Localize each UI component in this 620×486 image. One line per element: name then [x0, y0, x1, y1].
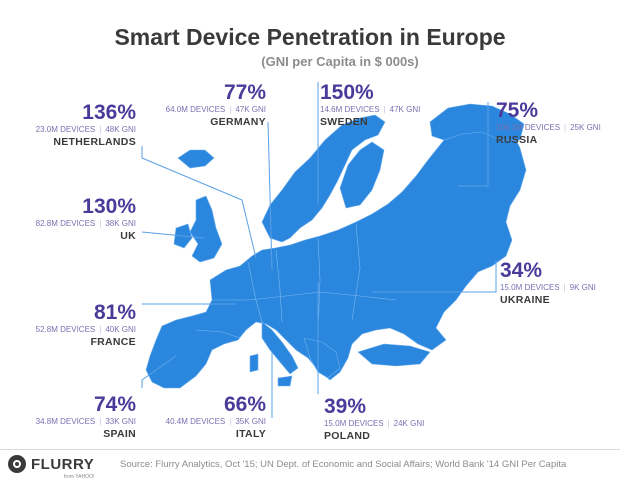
- name-sweden: SWEDEN: [320, 116, 368, 128]
- detail-sweden: 14.6M DEVICES | 47K GNI: [320, 106, 420, 114]
- detail-russia: 106.1M DEVICES | 25K GNI: [496, 124, 601, 132]
- name-poland: POLAND: [324, 430, 371, 442]
- gni-italy: 35K GNI: [235, 417, 266, 426]
- gni-poland: 24K GNI: [393, 419, 425, 428]
- detail-italy: 40.4M DEVICES | 35K GNI: [166, 418, 266, 426]
- detail-poland: 15.0M DEVICES | 24K GNI: [324, 420, 424, 428]
- map-region-north-russia: [429, 103, 525, 141]
- devices-germany: 64.0M DEVICES: [165, 105, 226, 114]
- map-region-sicily: [277, 375, 293, 387]
- pct-sweden: 150%: [320, 81, 374, 104]
- separator-russia: |: [564, 123, 567, 132]
- map-region-iceland: [177, 149, 215, 169]
- separator-sweden: |: [383, 105, 386, 114]
- label-sweden: 150% 14.6M DEVICES | 47K GNI SWEDEN: [320, 82, 420, 128]
- gni-germany: 47K GNI: [235, 105, 266, 114]
- flurry-logo-icon: [8, 455, 26, 473]
- label-italy: 66% 40.4M DEVICES | 35K GNI ITALY: [166, 394, 266, 440]
- flurry-logo: FLURRY: [8, 455, 94, 473]
- chart-subtitle: (GNI per Capita in $ 000s): [261, 54, 419, 69]
- separator-spain: |: [99, 417, 102, 426]
- devices-ukraine: 15.0M DEVICES: [500, 283, 560, 292]
- flurry-logo-text: FLURRY: [31, 455, 95, 473]
- detail-spain: 34.8M DEVICES | 33K GNI: [36, 418, 136, 426]
- separator-italy: |: [229, 417, 232, 426]
- name-italy: ITALY: [235, 428, 266, 440]
- separator-poland: |: [387, 419, 390, 428]
- devices-poland: 15.0M DEVICES: [324, 419, 384, 428]
- devices-spain: 34.8M DEVICES: [35, 417, 96, 426]
- label-france: 81% 52.8M DEVICES | 40K GNI FRANCE: [36, 302, 136, 348]
- name-netherlands: NETHERLANDS: [53, 136, 136, 148]
- gni-netherlands: 48K GNI: [105, 125, 136, 134]
- gni-spain: 33K GNI: [105, 417, 136, 426]
- devices-uk: 82.8M DEVICES: [35, 219, 96, 228]
- detail-germany: 64.0M DEVICES | 47K GNI: [166, 106, 266, 114]
- detail-uk: 82.8M DEVICES | 38K GNI: [36, 220, 136, 228]
- gni-france: 40K GNI: [105, 325, 136, 334]
- map-region-scandinavia: [261, 114, 386, 243]
- source-note: Source: Flurry Analytics, Oct '15; UN De…: [120, 459, 567, 470]
- leader-line-netherlands: [141, 146, 257, 259]
- pct-spain: 74%: [93, 393, 136, 416]
- leader-line-ukraine: [372, 260, 497, 293]
- map-region-italy: [261, 321, 299, 375]
- map-region-continent: [145, 117, 527, 389]
- separator-uk: |: [99, 219, 102, 228]
- pct-poland: 39%: [324, 395, 367, 418]
- map-region-finland: [339, 141, 385, 209]
- label-russia: 75% 106.1M DEVICES | 25K GNI RUSSIA: [496, 100, 601, 146]
- map-region-turkey: [357, 343, 431, 367]
- pct-germany: 77%: [223, 81, 266, 104]
- gni-ukraine: 9K GNI: [569, 283, 596, 292]
- map-region-uk: [189, 195, 223, 263]
- label-uk: 130% 82.8M DEVICES | 38K GNI UK: [36, 196, 136, 242]
- leader-line-spain: [141, 355, 177, 388]
- separator-germany: |: [229, 105, 232, 114]
- name-russia: RUSSIA: [496, 134, 538, 146]
- pct-italy: 66%: [223, 393, 266, 416]
- footer-divider: [0, 449, 620, 450]
- gni-russia: 25K GNI: [570, 123, 601, 132]
- label-netherlands: 136% 23.0M DEVICES | 48K GNI NETHERLANDS: [36, 102, 136, 148]
- leader-line-uk: [141, 231, 205, 239]
- pct-netherlands: 136%: [82, 101, 136, 124]
- devices-france: 52.8M DEVICES: [35, 325, 96, 334]
- label-spain: 74% 34.8M DEVICES | 33K GNI SPAIN: [36, 394, 136, 440]
- separator-netherlands: |: [99, 125, 102, 134]
- detail-ukraine: 15.0M DEVICES | 9K GNI: [500, 284, 596, 292]
- label-germany: 77% 64.0M DEVICES | 47K GNI GERMANY: [166, 82, 266, 128]
- label-ukraine: 34% 15.0M DEVICES | 9K GNI UKRAINE: [500, 260, 596, 306]
- map-region-balkans: [303, 337, 341, 379]
- leader-line-germany: [267, 121, 273, 271]
- gni-uk: 38K GNI: [105, 219, 136, 228]
- leader-line-russia: [458, 102, 489, 187]
- pct-ukraine: 34%: [500, 259, 543, 282]
- pct-uk: 130%: [82, 195, 136, 218]
- devices-russia: 106.1M DEVICES: [496, 123, 561, 132]
- chart-title: Smart Device Penetration in Europe: [114, 24, 506, 50]
- devices-italy: 40.4M DEVICES: [165, 417, 226, 426]
- name-germany: GERMANY: [210, 116, 266, 128]
- devices-sweden: 14.6M DEVICES: [320, 105, 380, 114]
- name-france: FRANCE: [90, 336, 136, 348]
- separator-ukraine: |: [563, 283, 566, 292]
- name-spain: SPAIN: [103, 428, 136, 440]
- label-poland: 39% 15.0M DEVICES | 24K GNI POLAND: [324, 396, 424, 442]
- separator-france: |: [99, 325, 102, 334]
- pct-france: 81%: [93, 301, 136, 324]
- detail-france: 52.8M DEVICES | 40K GNI: [36, 326, 136, 334]
- name-ukraine: UKRAINE: [500, 294, 550, 306]
- flurry-logo-subtext: from YAHOO!: [64, 474, 95, 480]
- devices-netherlands: 23.0M DEVICES: [35, 125, 96, 134]
- detail-netherlands: 23.0M DEVICES | 48K GNI: [36, 126, 136, 134]
- pct-russia: 75%: [496, 99, 539, 122]
- map-region-sardinia: [249, 353, 259, 373]
- gni-sweden: 47K GNI: [389, 105, 421, 114]
- name-uk: UK: [120, 230, 136, 242]
